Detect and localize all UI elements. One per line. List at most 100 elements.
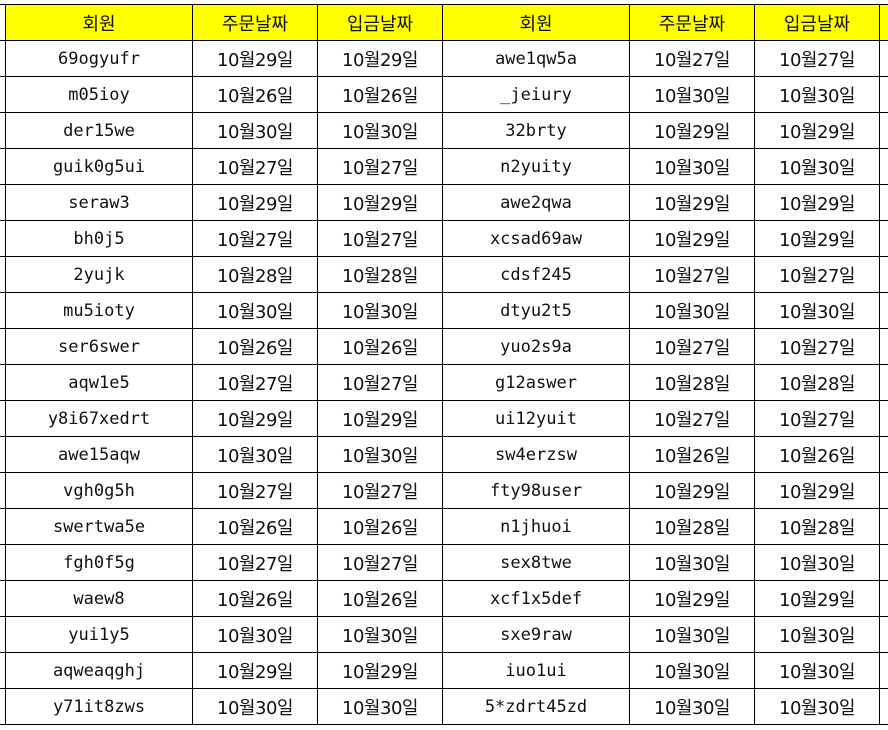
header-member[interactable]: 회원 [6,5,193,40]
order-date-cell[interactable]: 10월29일 [193,401,318,436]
payment-date-cell[interactable]: 10월29일 [318,401,443,436]
payment-date-cell[interactable]: 10월26일 [318,581,443,616]
member-cell[interactable]: der15we [6,113,193,148]
member-cell[interactable]: g12aswer [443,365,630,400]
order-date-cell[interactable]: 10월28일 [193,257,318,292]
payment-date-cell[interactable]: 10월27일 [755,41,880,76]
order-date-cell[interactable]: 10월30일 [630,653,755,688]
header-order-date[interactable]: 주문날짜 [193,5,318,40]
member-cell[interactable]: bh0j5 [6,221,193,256]
payment-date-cell[interactable]: 10월30일 [755,149,880,184]
order-date-cell[interactable]: 10월27일 [193,473,318,508]
member-cell[interactable]: sex8twe [443,545,630,580]
member-cell[interactable]: waew8 [6,581,193,616]
order-date-cell[interactable]: 10월30일 [630,77,755,112]
payment-date-cell[interactable]: 10월30일 [318,293,443,328]
payment-date-cell[interactable]: 10월29일 [755,185,880,220]
member-cell[interactable]: yui1y5 [6,617,193,652]
member-cell[interactable]: seraw3 [6,185,193,220]
order-date-cell[interactable]: 10월27일 [193,545,318,580]
payment-date-cell[interactable]: 10월30일 [755,545,880,580]
payment-date-cell[interactable]: 10월26일 [755,437,880,472]
member-cell[interactable]: _jeiury [443,77,630,112]
member-cell[interactable]: 69ogyufr [6,41,193,76]
payment-date-cell[interactable]: 10월28일 [755,509,880,544]
member-cell[interactable]: awe2qwa [443,185,630,220]
order-date-cell[interactable]: 10월29일 [193,41,318,76]
order-date-cell[interactable]: 10월29일 [193,185,318,220]
order-date-cell[interactable]: 10월30일 [630,545,755,580]
order-date-cell[interactable]: 10월30일 [630,689,755,724]
order-date-cell[interactable]: 10월30일 [193,617,318,652]
order-date-cell[interactable]: 10월30일 [630,617,755,652]
order-date-cell[interactable]: 10월29일 [630,473,755,508]
payment-date-cell[interactable]: 10월30일 [755,77,880,112]
member-cell[interactable]: y8i67xedrt [6,401,193,436]
member-cell[interactable]: 5*zdrt45zd [443,689,630,724]
member-cell[interactable]: xcf1x5def [443,581,630,616]
payment-date-cell[interactable]: 10월26일 [318,509,443,544]
payment-date-cell[interactable]: 10월30일 [318,689,443,724]
member-cell[interactable]: n2yuity [443,149,630,184]
order-date-cell[interactable]: 10월30일 [193,437,318,472]
member-cell[interactable]: sw4erzsw [443,437,630,472]
payment-date-cell[interactable]: 10월27일 [318,149,443,184]
member-cell[interactable]: dtyu2t5 [443,293,630,328]
member-cell[interactable]: 2yujk [6,257,193,292]
payment-date-cell[interactable]: 10월30일 [318,437,443,472]
order-date-cell[interactable]: 10월26일 [193,509,318,544]
member-cell[interactable]: yuo2s9a [443,329,630,364]
payment-date-cell[interactable]: 10월26일 [318,329,443,364]
member-cell[interactable]: guik0g5ui [6,149,193,184]
order-date-cell[interactable]: 10월30일 [630,293,755,328]
member-cell[interactable]: aqweaqghj [6,653,193,688]
payment-date-cell[interactable]: 10월27일 [755,401,880,436]
member-cell[interactable]: m05ioy [6,77,193,112]
order-date-cell[interactable]: 10월27일 [193,149,318,184]
member-cell[interactable]: y71it8zws [6,689,193,724]
member-cell[interactable]: 32brty [443,113,630,148]
order-date-cell[interactable]: 10월30일 [193,113,318,148]
order-date-cell[interactable]: 10월27일 [193,221,318,256]
member-cell[interactable]: awe1qw5a [443,41,630,76]
payment-date-cell[interactable]: 10월30일 [755,653,880,688]
member-cell[interactable]: aqw1e5 [6,365,193,400]
member-cell[interactable]: iuo1ui [443,653,630,688]
payment-date-cell[interactable]: 10월30일 [318,113,443,148]
order-date-cell[interactable]: 10월26일 [193,329,318,364]
payment-date-cell[interactable]: 10월27일 [318,221,443,256]
payment-date-cell[interactable]: 10월30일 [318,617,443,652]
payment-date-cell[interactable]: 10월27일 [318,473,443,508]
payment-date-cell[interactable]: 10월27일 [318,365,443,400]
payment-date-cell[interactable]: 10월29일 [318,185,443,220]
order-date-cell[interactable]: 10월27일 [630,257,755,292]
order-date-cell[interactable]: 10월30일 [193,293,318,328]
member-cell[interactable]: ui12yuit [443,401,630,436]
order-date-cell[interactable]: 10월30일 [630,149,755,184]
payment-date-cell[interactable]: 10월30일 [755,293,880,328]
order-date-cell[interactable]: 10월28일 [630,509,755,544]
order-date-cell[interactable]: 10월27일 [630,401,755,436]
member-cell[interactable]: fty98user [443,473,630,508]
payment-date-cell[interactable]: 10월27일 [755,329,880,364]
order-date-cell[interactable]: 10월29일 [630,221,755,256]
header-payment-date[interactable]: 입금날짜 [318,5,443,40]
order-date-cell[interactable]: 10월27일 [630,41,755,76]
order-date-cell[interactable]: 10월27일 [630,329,755,364]
order-date-cell[interactable]: 10월29일 [193,653,318,688]
order-date-cell[interactable]: 10월26일 [630,437,755,472]
order-date-cell[interactable]: 10월30일 [193,689,318,724]
payment-date-cell[interactable]: 10월30일 [755,689,880,724]
header-member-2[interactable]: 회원 [443,5,630,40]
member-cell[interactable]: sxe9raw [443,617,630,652]
order-date-cell[interactable]: 10월27일 [193,365,318,400]
order-date-cell[interactable]: 10월26일 [193,581,318,616]
payment-date-cell[interactable]: 10월29일 [755,473,880,508]
member-cell[interactable]: vgh0g5h [6,473,193,508]
payment-date-cell[interactable]: 10월28일 [318,257,443,292]
payment-date-cell[interactable]: 10월27일 [318,545,443,580]
order-date-cell[interactable]: 10월29일 [630,113,755,148]
payment-date-cell[interactable]: 10월28일 [755,365,880,400]
payment-date-cell[interactable]: 10월29일 [318,653,443,688]
order-date-cell[interactable]: 10월26일 [193,77,318,112]
